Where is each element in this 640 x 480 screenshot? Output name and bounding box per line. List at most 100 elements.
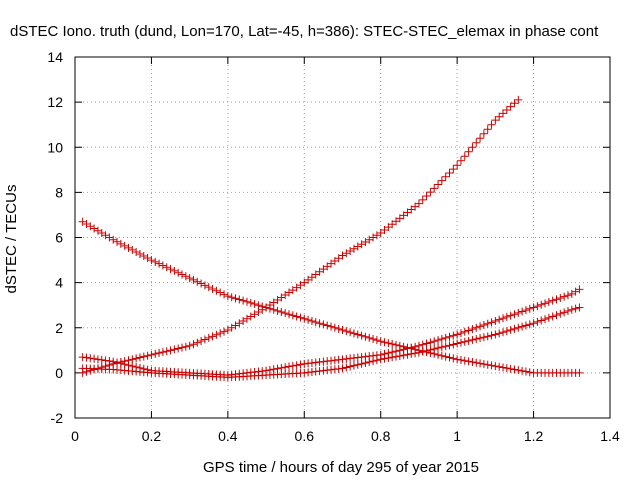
data-point [468,358,477,367]
data-point [392,352,400,361]
data-point [491,316,500,325]
data-point [334,324,343,333]
data-point [128,355,137,364]
data-point [93,355,102,364]
data-point [479,360,488,369]
data-point [265,304,274,313]
data-point [124,243,133,252]
data-point [208,332,217,341]
data-point [151,257,160,266]
series-1 [78,95,523,377]
data-point [239,296,248,305]
data-point [556,309,565,318]
data-point [479,129,488,138]
data-point [460,337,469,346]
data-point [281,309,290,318]
data-point [170,345,179,354]
data-point [434,180,443,189]
data-point [212,330,221,339]
data-point [506,102,515,111]
data-point [411,349,420,358]
data-point [220,327,229,336]
data-point [212,286,221,295]
data-point [472,358,481,367]
data-point [552,311,561,320]
data-point [434,350,443,359]
x-tick-label: 1 [453,428,461,444]
data-point [514,308,523,317]
data-point [521,306,530,315]
data-point [418,340,427,349]
data-point [113,358,122,367]
data-point [441,172,450,181]
data-point [460,152,469,161]
data-point [571,304,580,313]
data-point [380,338,389,347]
data-point [449,331,458,340]
data-point [235,295,244,304]
chart-title: dSTEC Iono. truth (dund, Lon=170, Lat=-4… [10,23,599,40]
x-tick-label: 0.4 [218,428,238,444]
data-point [575,368,584,377]
data-point [518,307,527,316]
data-point [357,331,366,340]
x-axis-label: GPS time / hours of day 295 of year 2015 [203,459,479,476]
x-tick-label: 1.4 [600,428,620,444]
data-point [453,355,462,364]
data-point [147,256,156,265]
data-point [242,297,251,306]
data-point [223,292,232,301]
series-4 [78,303,584,382]
data-point [468,143,477,152]
y-tick-label: -2 [51,410,64,426]
data-point [437,343,446,352]
data-point [499,363,507,372]
data-point [521,321,530,330]
data-point [338,364,347,373]
data-point [384,339,393,348]
data-point [479,333,488,342]
data-point [315,319,324,328]
data-point [216,288,225,297]
data-point [116,239,125,248]
data-point [434,344,443,353]
y-tick-label: 6 [55,230,63,246]
data-point [174,268,183,277]
data-point [468,335,477,344]
x-tick-label: 0.6 [295,428,315,444]
data-point [204,283,213,292]
data-point [346,362,355,371]
data-point [487,361,496,370]
data-point [456,329,465,338]
data-point [518,366,527,375]
data-point [346,328,355,337]
data-point [357,359,366,368]
data-point [560,308,569,317]
data-point [563,307,572,316]
data-point [491,116,500,125]
data-point [472,138,481,147]
data-point [414,341,423,350]
data-point [139,352,148,361]
data-point [200,281,209,290]
data-point [288,361,297,370]
data-point [300,314,309,323]
data-point [372,356,381,365]
data-point [560,292,569,301]
data-point [227,293,236,302]
data-point [307,316,316,325]
data-point [449,340,458,349]
data-point [510,365,519,374]
data-point [514,323,523,332]
data-point [296,360,305,369]
data-point [166,265,175,274]
data-point [483,319,492,328]
data-point [563,291,572,300]
data-point [369,357,378,366]
data-point [487,331,496,340]
data-marks [78,95,584,382]
data-point [548,312,557,321]
data-point [216,329,225,338]
data-point [292,312,301,321]
data-point [319,320,328,329]
